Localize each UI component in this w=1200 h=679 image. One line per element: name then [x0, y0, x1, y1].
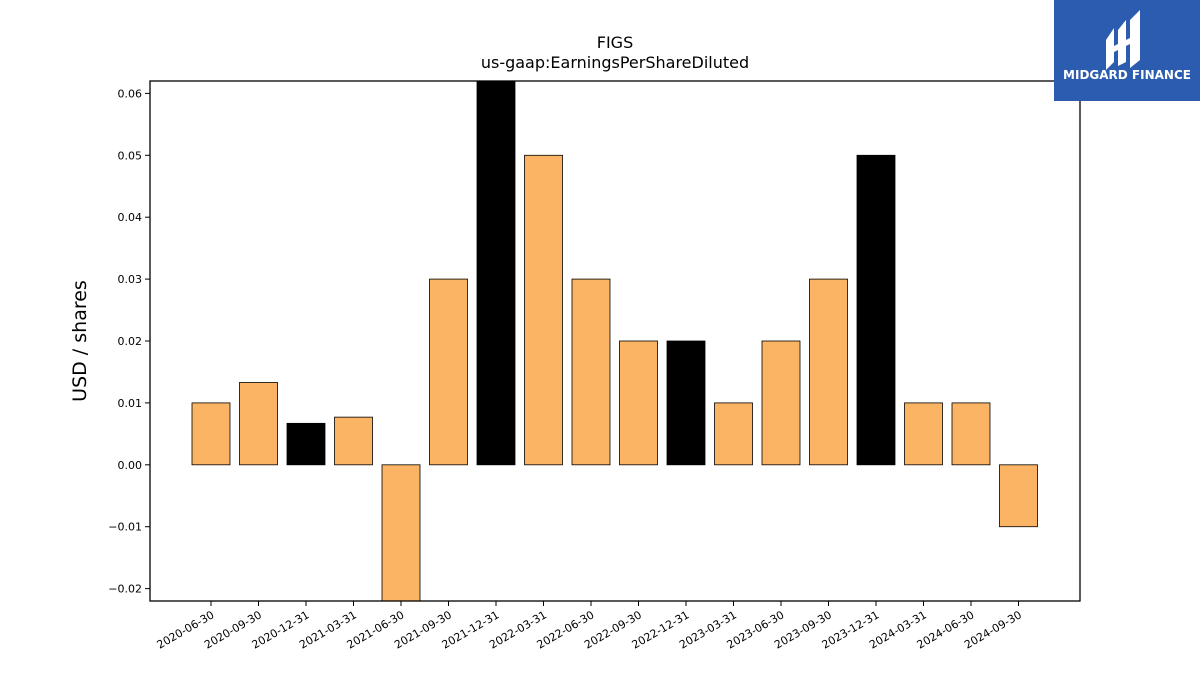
- bar-2023-09-30: [809, 278, 848, 466]
- y-ticks-group: −0.02 −0.01 0.00 0.01 0.02 0.03 0.04 0.05 0.06: [108, 87, 150, 596]
- y-tick-label: 0.03: [118, 273, 143, 286]
- bar-2023-12-31: [856, 154, 896, 466]
- bar-2021-12-31: [476, 81, 516, 466]
- y-tick-label: 0.04: [118, 211, 143, 224]
- midgard-finance-logo: MIDGARD FINANCE: [1054, 0, 1200, 101]
- midgard-logo-icon: [1054, 0, 1200, 101]
- y-tick-label: −0.01: [108, 521, 142, 534]
- bar-2022-03-31: [524, 154, 563, 466]
- logo-background: [1054, 0, 1200, 101]
- x-ticks-group: 2020-06-302020-09-302020-12-312021-03-31…: [155, 601, 1024, 652]
- y-tick-label: −0.02: [108, 583, 142, 596]
- bar-2021-03-31: [334, 416, 373, 466]
- y-tick-label: 0.01: [118, 397, 143, 410]
- chart-subtitle: us-gaap:EarningsPerShareDiluted: [481, 53, 749, 72]
- bars-group: [191, 81, 1038, 601]
- y-axis-label: USD / shares: [69, 280, 91, 402]
- y-tick-label: 0.00: [118, 459, 143, 472]
- bar-2020-12-31: [286, 422, 326, 466]
- logo-text: MIDGARD FINANCE: [1063, 68, 1191, 82]
- bar-2023-06-30: [761, 340, 801, 466]
- y-tick-label: 0.02: [118, 335, 143, 348]
- bar-2022-09-30: [619, 340, 658, 466]
- bar-2021-09-30: [429, 278, 468, 466]
- plot-frame: [149, 80, 1081, 602]
- bar-2023-03-31: [714, 402, 753, 466]
- bar-2020-06-30: [191, 402, 231, 466]
- bar-2024-06-30: [951, 402, 991, 466]
- bar-2024-03-31: [904, 402, 943, 466]
- logo-mark-bar: [1114, 38, 1130, 52]
- y-tick-label: 0.06: [118, 87, 143, 100]
- bar-2022-12-31: [666, 340, 706, 466]
- logo-mark-left: [1106, 28, 1114, 70]
- bar-2024-09-30: [999, 464, 1038, 528]
- bar-2020-09-30: [239, 382, 278, 466]
- bar-2022-06-30: [571, 278, 611, 466]
- bar-2021-06-30: [381, 464, 421, 601]
- logo-mark-right: [1130, 10, 1140, 68]
- chart-title: FIGS: [597, 33, 633, 52]
- y-tick-label: 0.05: [118, 149, 143, 162]
